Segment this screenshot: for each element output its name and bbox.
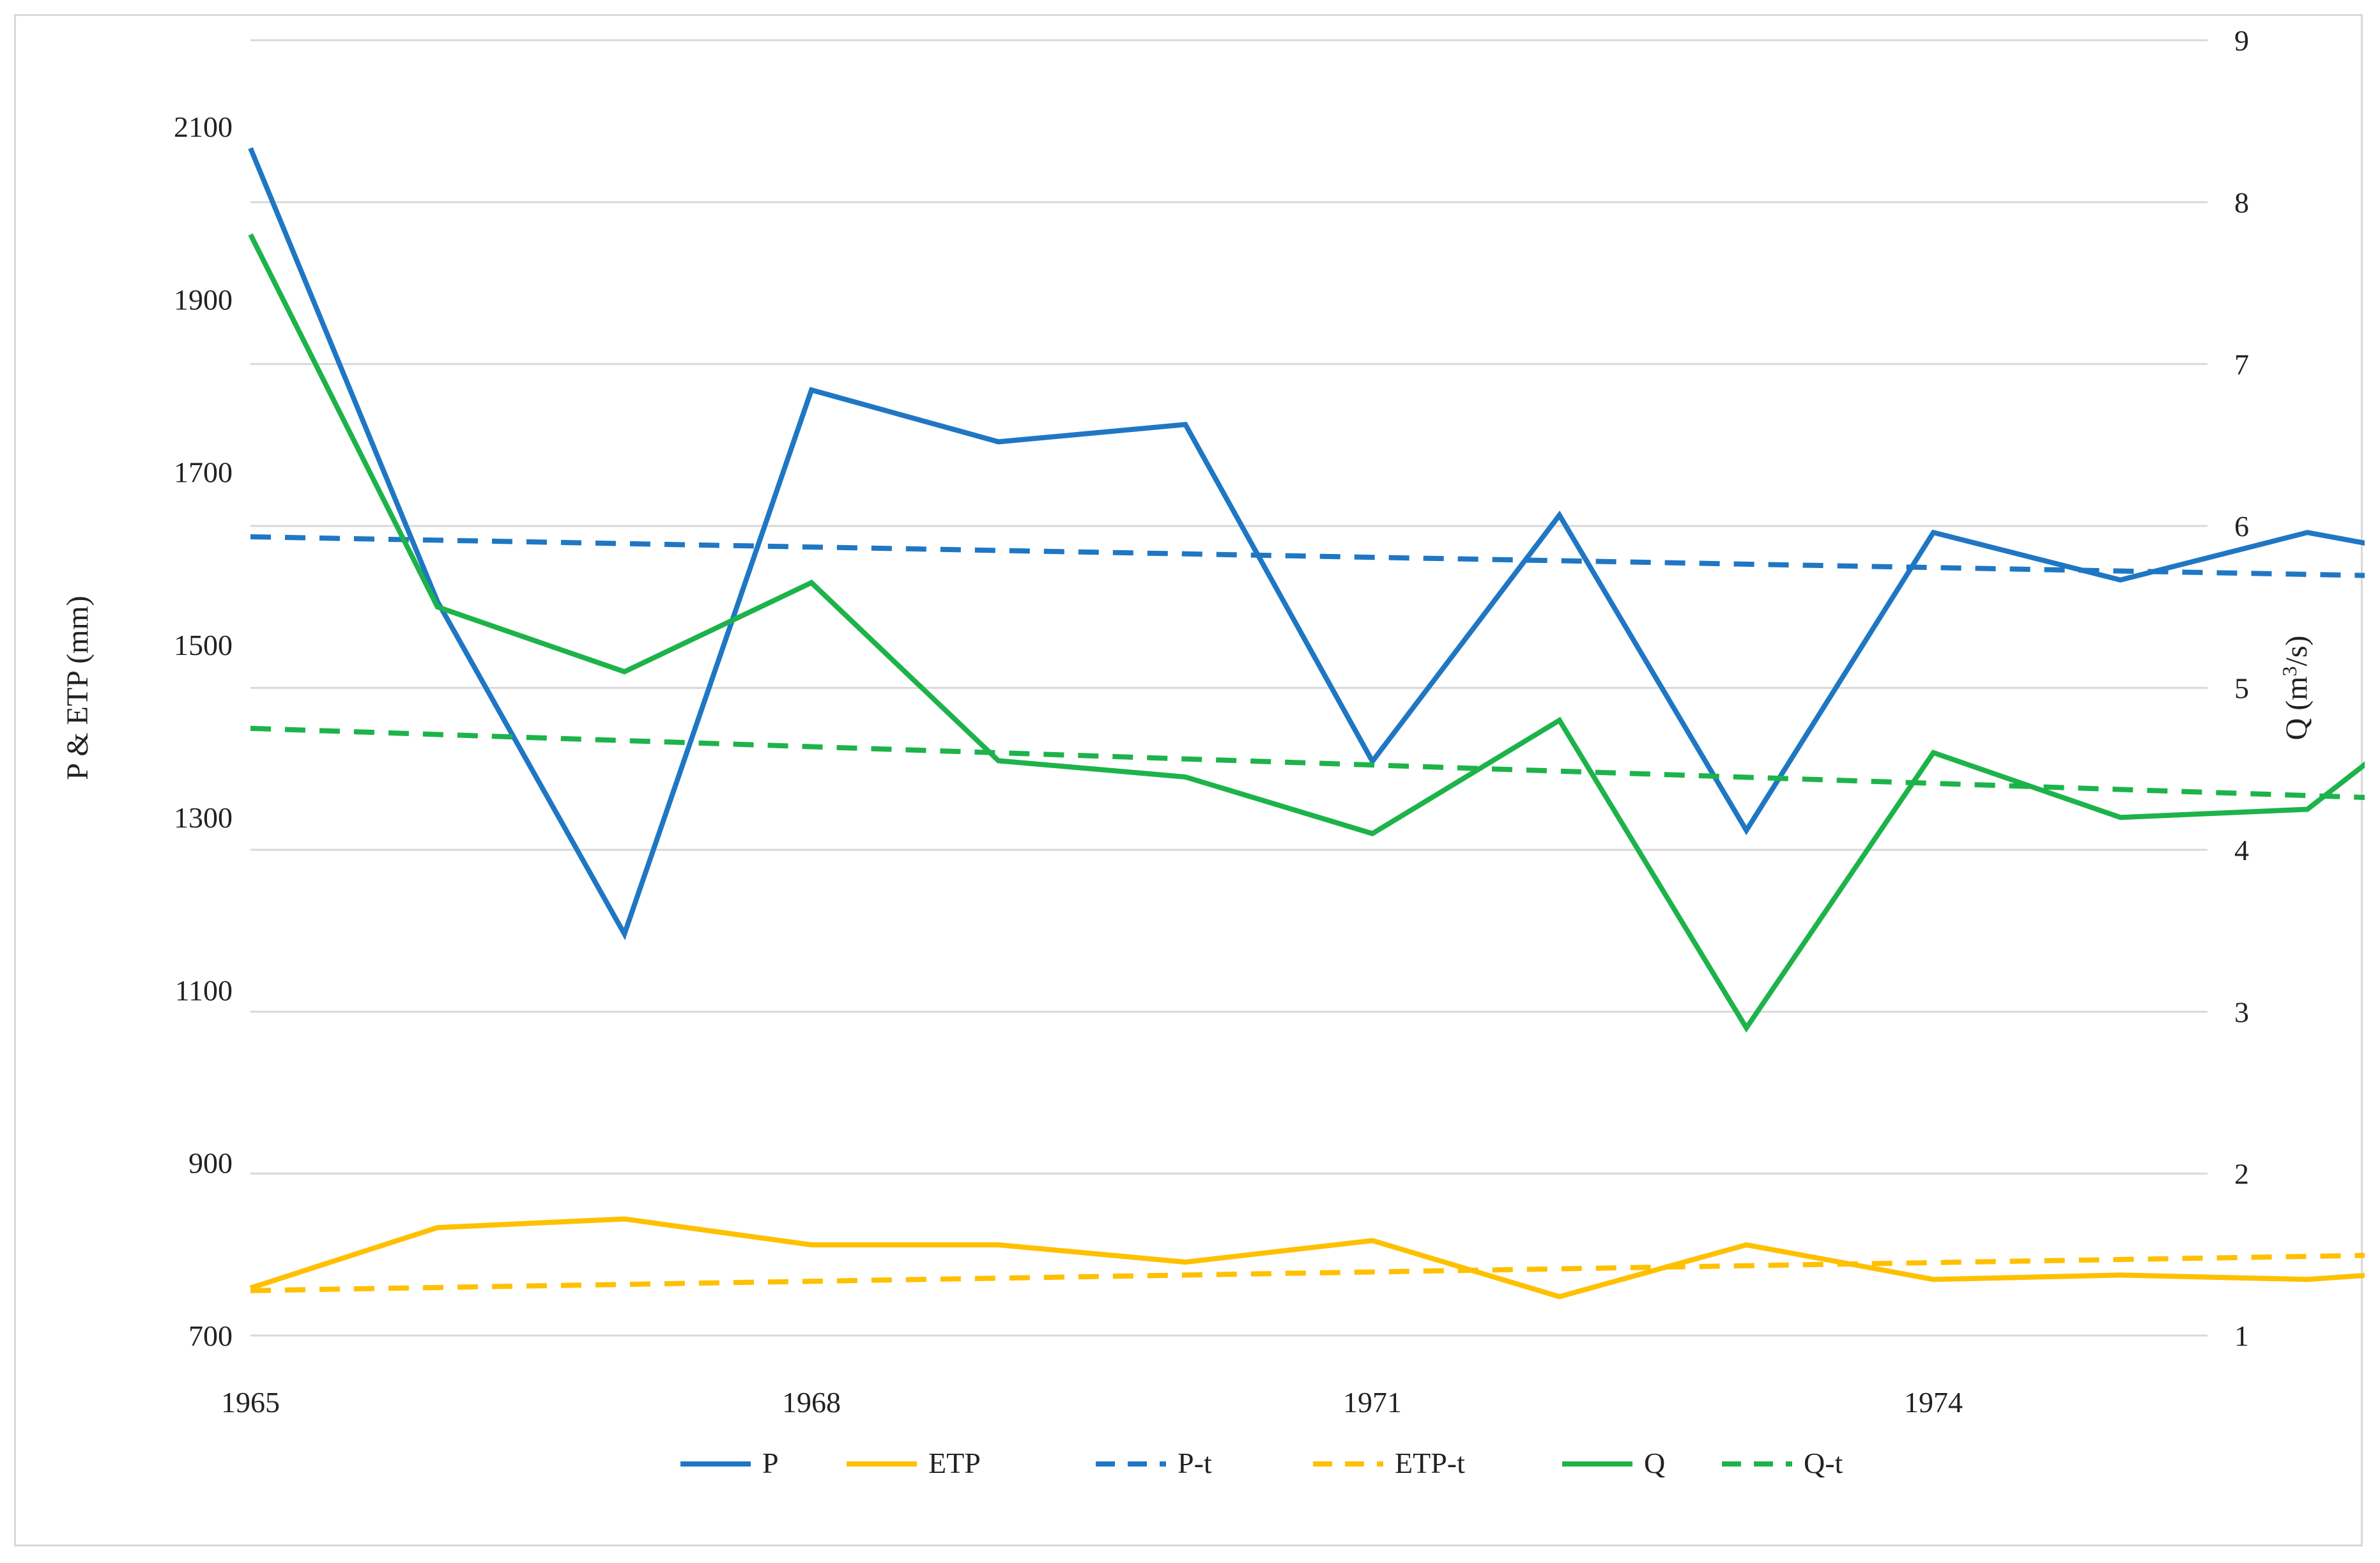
x-tick-label: 1965 <box>221 1386 280 1419</box>
series-etp-t-line <box>250 1252 2365 1293</box>
legend-label-q-t: Q-t <box>1804 1447 1843 1479</box>
y2-tick-label: 4 <box>2234 834 2249 866</box>
y2-tick-label: 8 <box>2234 186 2249 219</box>
y-tick-label: 1700 <box>174 456 233 489</box>
legend-label-p: P <box>762 1447 779 1479</box>
series-etp-line <box>249 1216 2365 1300</box>
y2-tick-label: 5 <box>2234 672 2249 705</box>
y2-tick-label: 3 <box>2234 996 2249 1028</box>
legend-label-p-t: P-t <box>1178 1447 1212 1479</box>
legend: P ETP P-t ETP-t Q Q-t <box>680 1447 1843 1479</box>
y-axis-title: P & ETP (mm) <box>61 596 95 780</box>
y-tick-label: 1500 <box>174 629 233 661</box>
legend-label-etp-t: ETP-t <box>1395 1447 1465 1479</box>
gridlines <box>250 39 2207 1337</box>
y-tick-label: 700 <box>188 1320 233 1352</box>
x-tick-label: 1974 <box>1904 1386 1963 1419</box>
y-tick-label: 2100 <box>174 111 233 143</box>
series-q-t-line <box>250 725 2365 800</box>
y2-tick-label: 6 <box>2234 510 2249 543</box>
y-tick-label: 1300 <box>174 801 233 834</box>
y2-tick-label: 1 <box>2234 1320 2249 1352</box>
y2-tick-label: 7 <box>2234 348 2249 381</box>
y-tick-label: 1900 <box>174 283 233 316</box>
series-q-line <box>248 233 2365 1033</box>
chart-figure: 700 900 1100 1300 1500 1700 1900 2100 1 2 3 4 5 6 7 8 9 1… <box>14 14 2365 1546</box>
y2-axis-title: Q (m3/s) <box>2278 636 2314 741</box>
y2-tick-label: 9 <box>2234 24 2249 57</box>
x-tick-label: 1968 <box>782 1386 841 1419</box>
axes: 700 900 1100 1300 1500 1700 1900 2100 1 2 3 4 5 6 7 8 9 1… <box>174 24 2249 1419</box>
y2-tick-label: 2 <box>2234 1158 2249 1190</box>
series-p-line <box>248 147 2365 941</box>
legend-label-etp: ETP <box>928 1447 981 1479</box>
legend-label-q: Q <box>1644 1447 1665 1479</box>
line-chart: 700 900 1100 1300 1500 1700 1900 2100 1 2 3 4 5 6 7 8 9 1… <box>61 24 2365 1479</box>
y-tick-label: 900 <box>188 1147 233 1180</box>
y-tick-label: 1100 <box>175 974 233 1006</box>
series-layer <box>248 147 2365 1300</box>
x-tick-label: 1971 <box>1343 1386 1402 1419</box>
